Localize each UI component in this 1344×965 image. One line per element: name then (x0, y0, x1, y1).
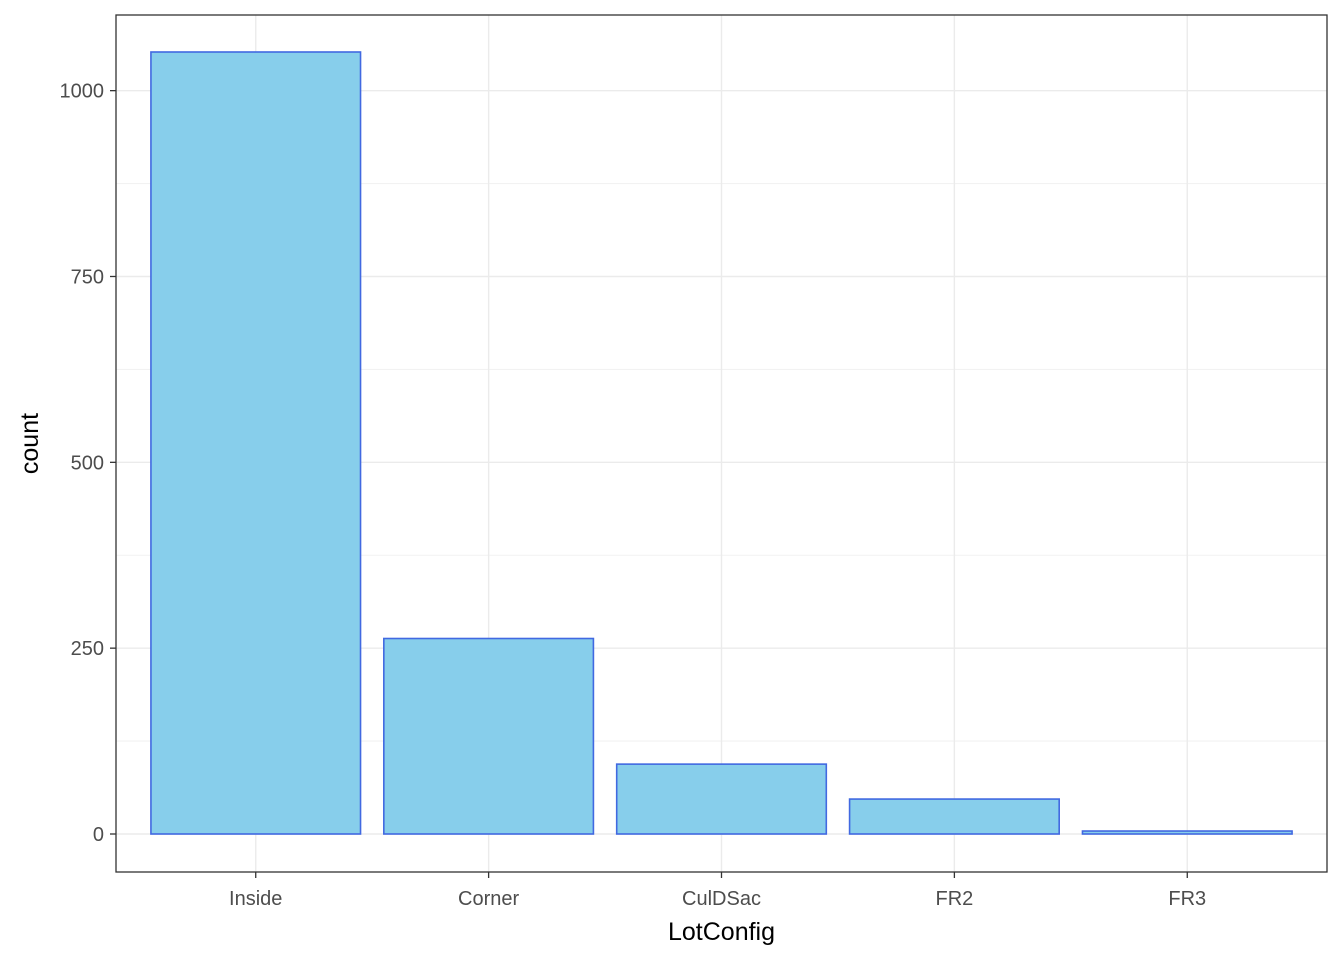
y-tick-label: 0 (93, 824, 104, 846)
x-tick-label-fr2: FR2 (935, 888, 973, 910)
x-tick-label-fr3: FR3 (1168, 888, 1206, 910)
x-tick-label-inside: Inside (229, 888, 282, 910)
bar-culdsac (615, 763, 828, 835)
y-tick-label: 500 (71, 452, 104, 474)
y-tick-label: 1000 (60, 81, 105, 103)
bar-fr3 (1081, 830, 1293, 835)
axis-layer: 0 250 500 750 1000 Inside Corner CulDSac FR2 FR3 (60, 81, 1207, 910)
bar-fr2 (848, 798, 1060, 835)
y-tick-label: 250 (71, 638, 104, 660)
x-tick-label-corner: Corner (458, 888, 519, 910)
bar-inside (150, 51, 362, 835)
y-axis-title: count (16, 413, 44, 474)
x-axis-title: LotConfig (668, 918, 775, 946)
bar-corner (383, 637, 595, 835)
x-tick-label-culdsac: CulDSac (682, 888, 761, 910)
y-tick-label: 750 (71, 266, 104, 288)
bar-layer (150, 51, 1293, 835)
